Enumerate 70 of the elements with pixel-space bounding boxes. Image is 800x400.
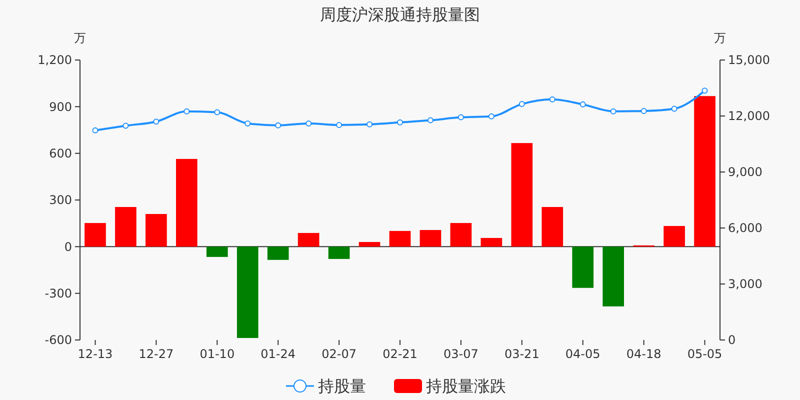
y-tick-label: 1,200 [38,53,72,68]
point [92,127,98,134]
point [122,122,129,129]
y2-tick-label: 0 [728,333,736,348]
x-tick-label: 04-05 [565,347,600,361]
point [580,101,586,108]
point [184,108,190,114]
x-tick-label: 12-27 [138,347,174,361]
legend-label: 持股量 [318,376,366,396]
point [214,109,220,116]
bar [602,246,624,306]
x-tick-label: 04-18 [626,347,662,361]
point [549,96,556,102]
bar [511,143,533,247]
point [244,120,251,126]
y2-tick-label: 12,000 [728,109,770,124]
point [397,119,403,126]
y-tick-label: -600 [44,333,72,348]
bar [176,158,198,247]
y-tick-label: 300 [49,193,72,208]
bar [267,246,289,260]
bar [420,230,442,247]
point [306,120,312,126]
point [518,101,525,108]
y2-tick-label: 9,000 [728,165,762,180]
y2-tick-label: 15,000 [728,53,770,68]
bar [450,223,472,247]
point [671,106,678,112]
bar [84,223,106,247]
bar [328,246,350,259]
bar [664,226,685,247]
chart-title: 周度沪深股通持股量图 [320,5,480,24]
bar [236,246,258,338]
x-tick-label: 01-24 [260,347,296,361]
x-tick-label: 03-21 [504,347,540,361]
x-tick-label: 02-07 [322,347,356,361]
y2-tick-label: 3,000 [728,277,762,292]
bar [206,246,228,257]
y2-axis-title: 万 [714,31,726,45]
y2-tick-label: 6,000 [728,221,762,236]
point [427,117,434,124]
y-tick-label: 600 [49,146,72,161]
y-axis-title: 万 [74,31,86,45]
point [275,122,282,128]
y-tick-label: 900 [49,100,72,114]
bar [358,242,380,247]
bar [572,246,594,288]
bar [115,207,136,247]
point [610,108,616,114]
legend-label: 持股量涨跌 [426,376,506,396]
bar [389,230,411,247]
point [640,108,647,114]
bar [694,96,716,247]
point [702,88,708,94]
bar [146,214,167,247]
point [336,122,342,128]
point [458,114,464,120]
bar [480,238,502,247]
x-tick-label: 12-13 [78,347,113,361]
bar [298,232,320,247]
y-tick-label: 0 [64,240,72,254]
x-tick-label: 01-10 [200,347,235,361]
x-tick-label: 05-05 [687,347,722,361]
x-tick-label: 03-07 [444,347,478,361]
x-tick-label: 02-21 [382,347,418,361]
point [366,121,373,128]
point [153,118,160,125]
point [488,113,494,120]
bar [542,207,564,247]
y-tick-label: -300 [44,286,72,301]
